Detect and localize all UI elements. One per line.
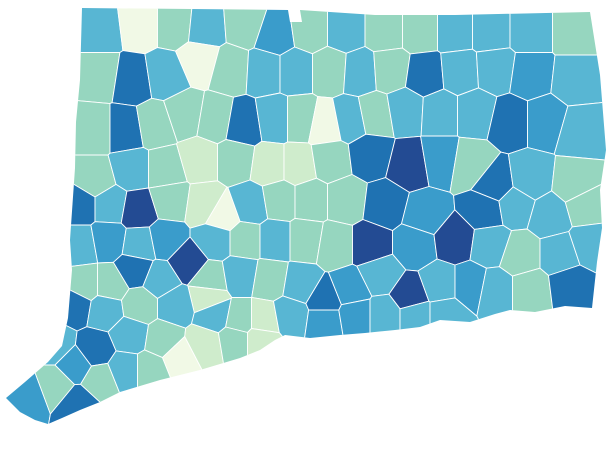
town-region[interactable]	[0, 92, 111, 156]
town-region[interactable]	[279, 46, 313, 97]
town-region[interactable]	[440, 48, 479, 97]
town-region[interactable]	[0, 0, 124, 53]
town-region[interactable]	[0, 287, 78, 366]
town-region[interactable]	[399, 300, 431, 455]
town-region[interactable]	[188, 0, 227, 48]
town-region[interactable]	[249, 140, 285, 187]
town-region[interactable]	[24, 154, 117, 198]
town-region[interactable]	[217, 326, 248, 455]
town-region[interactable]	[245, 47, 281, 99]
town-region[interactable]	[338, 298, 371, 455]
town-region[interactable]	[420, 88, 458, 137]
town-region[interactable]	[402, 0, 438, 55]
town-region[interactable]	[229, 220, 261, 261]
town-region[interactable]	[247, 328, 337, 455]
town-region[interactable]	[312, 45, 347, 99]
town-region[interactable]	[437, 0, 473, 54]
town-region[interactable]	[552, 0, 607, 56]
town-region[interactable]	[273, 295, 310, 360]
town-region[interactable]	[568, 220, 607, 286]
town-region[interactable]	[294, 177, 328, 223]
town-region[interactable]	[0, 341, 51, 455]
town-region[interactable]	[550, 54, 607, 107]
town-region[interactable]	[369, 293, 401, 455]
town-region[interactable]	[548, 264, 607, 455]
town-region[interactable]	[259, 218, 291, 263]
town-region[interactable]	[32, 262, 98, 302]
town-region[interactable]	[0, 224, 99, 272]
town-region[interactable]	[343, 46, 377, 98]
town-region[interactable]	[509, 0, 553, 53]
town-region[interactable]	[327, 0, 366, 54]
town-region[interactable]	[327, 174, 368, 226]
town-region[interactable]	[0, 52, 121, 105]
town-region[interactable]	[54, 344, 92, 386]
town-region[interactable]	[364, 0, 403, 53]
town-region[interactable]	[261, 179, 296, 223]
town-region[interactable]	[429, 297, 538, 455]
town-region[interactable]	[472, 0, 511, 53]
